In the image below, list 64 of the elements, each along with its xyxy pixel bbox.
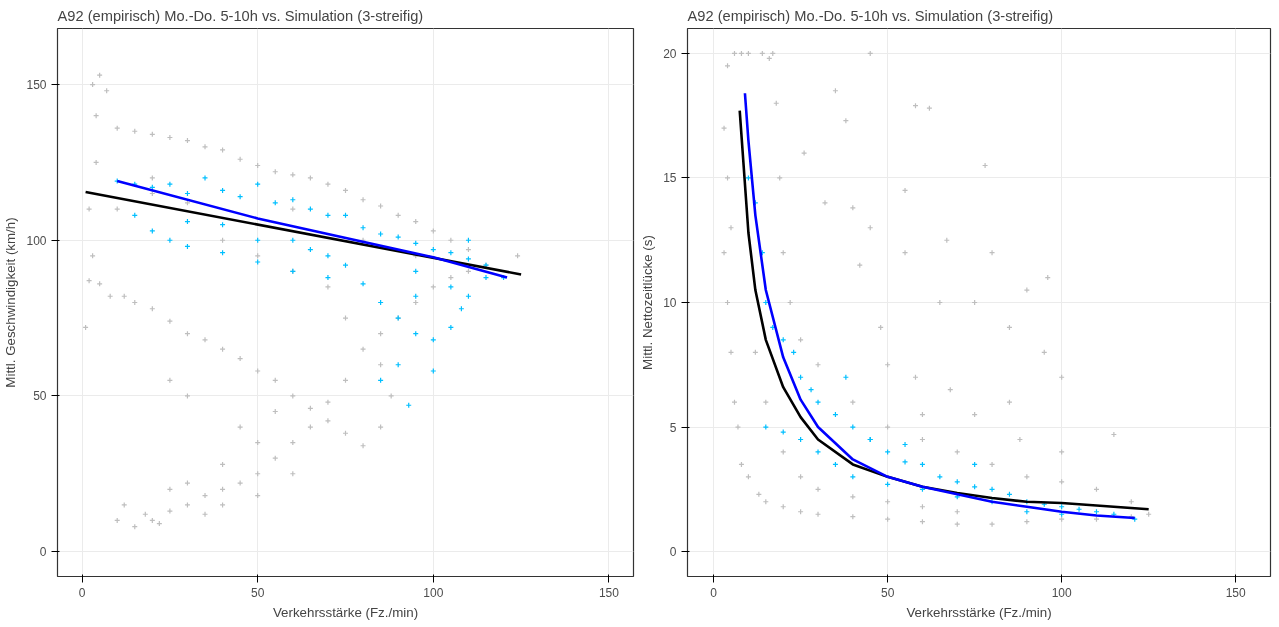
y-axis-title: Mittl. Nettozeitlücke (s) — [640, 235, 656, 370]
point — [447, 324, 454, 331]
x-tick-label: 150 — [1225, 585, 1247, 600]
chart-title: A92 (empirisch) Mo.-Do. 5-10h vs. Simulation (3-streifig) — [57, 7, 424, 24]
point — [324, 212, 332, 219]
point — [842, 374, 849, 381]
point — [780, 336, 787, 343]
y-tick-label: 150 — [26, 78, 47, 93]
x-tick-label: 0 — [710, 585, 718, 600]
point — [324, 252, 332, 259]
point — [936, 473, 943, 480]
point — [807, 386, 815, 393]
point — [447, 249, 454, 256]
point — [447, 283, 454, 291]
point — [359, 280, 367, 287]
y-tick-label: 10 — [663, 296, 677, 310]
point — [430, 367, 437, 375]
point — [342, 262, 349, 269]
point — [254, 258, 261, 266]
point — [166, 181, 173, 188]
y-tick-label: 0 — [669, 545, 677, 560]
point — [849, 423, 856, 431]
line-series — [115, 179, 509, 279]
point — [272, 199, 279, 206]
y-tick-label: 20 — [663, 46, 677, 61]
x-tick-label: 50 — [251, 585, 265, 600]
y-tick-label: 5 — [669, 420, 677, 435]
point — [780, 428, 787, 436]
point — [359, 224, 367, 231]
point — [901, 458, 909, 466]
point — [395, 234, 402, 241]
point — [814, 399, 822, 406]
point — [166, 237, 173, 244]
y-tick-label: 100 — [26, 233, 47, 248]
y-tick-label: 0 — [39, 545, 47, 560]
point — [762, 423, 769, 431]
point — [901, 441, 909, 448]
point — [201, 174, 209, 182]
point — [149, 227, 156, 234]
point — [745, 174, 752, 182]
point — [1023, 508, 1030, 515]
point — [1075, 506, 1083, 513]
y-tick-label: 15 — [663, 171, 677, 186]
point — [988, 486, 996, 493]
point — [430, 336, 437, 343]
point — [237, 193, 244, 200]
y-tick-label: 50 — [33, 389, 47, 404]
point — [465, 255, 472, 263]
y-axis-title: Mittl. Geschwindigkeit (km/h) — [3, 217, 19, 388]
x-tick-label: 0 — [78, 585, 86, 600]
x-axis-title: Verkehrsstärke (Fz./min) — [272, 604, 419, 620]
x-tick-label: 150 — [598, 585, 620, 600]
x-tick-label: 100 — [423, 585, 444, 600]
x-tick-label: 100 — [1051, 585, 1072, 600]
point — [482, 274, 490, 281]
x-tick-label: 50 — [880, 585, 895, 600]
point — [884, 448, 891, 456]
x-axis-title: Verkehrsstärke (Fz./min) — [906, 604, 1052, 620]
point — [814, 448, 822, 456]
point — [307, 205, 314, 213]
chart-title: A92 (empirisch) Mo.-Do. 5-10h vs. Simulation (3-streifig) — [687, 7, 1054, 24]
point — [324, 274, 332, 281]
point — [849, 473, 856, 480]
point — [377, 230, 384, 238]
